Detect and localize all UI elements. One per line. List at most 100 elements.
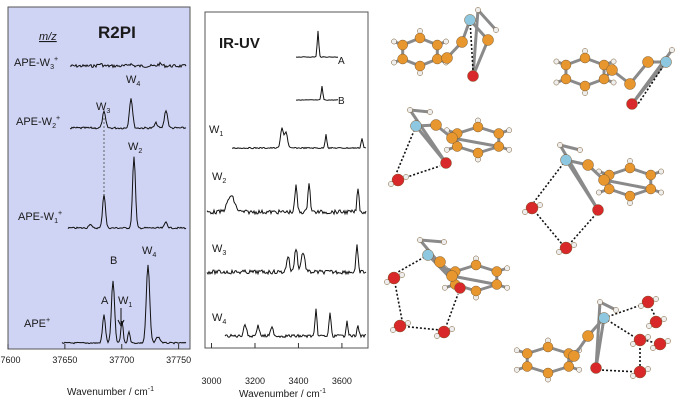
nitrogen-atom [422,249,434,261]
molecule-ape-w5 [513,295,671,383]
bond [476,8,498,32]
h-bond [469,19,474,71]
carbon-atom [624,190,636,202]
r2pi-x-tick-label: 37600 [0,355,21,365]
iruv-x-tick-label: 3600 [332,376,352,386]
carbon-atom [414,60,426,72]
h-bond [565,213,597,249]
water-hydrogen-atom [571,242,577,248]
hydrogen-atom [553,79,560,86]
hydrogen-atom [557,142,563,148]
hydrogen-atom [506,127,513,134]
carbon-atom [446,270,458,282]
h-bond [603,303,645,319]
hydrogen-atom [443,146,450,153]
carbon-atom [397,39,408,51]
oxygen-atom [592,204,604,216]
iruv-x-tick-label: 3400 [288,376,308,386]
r2pi-peak-label: W2 [128,141,142,155]
bond [409,108,431,114]
hydrogen-atom [658,189,665,196]
carbon-atom [606,64,618,76]
water-hydrogen-atom [399,272,405,278]
carbon-atom [521,361,533,372]
carbon-atom [563,361,575,372]
carbon-atom [521,348,533,359]
h-bond [399,325,441,331]
water-oxygen-atom [393,319,407,333]
carbon-atom [493,128,505,139]
carbon-atom [579,80,591,92]
iruv-trace-w3 [206,244,367,276]
iruv-trace-label: W3 [212,243,226,257]
carbon-atom [397,53,408,65]
hydrogen-atom [417,237,423,243]
molecule-ape-w2 [388,107,513,187]
water-oxygen-atom [633,365,647,379]
h-bond [531,207,563,245]
hydrogen-atom [595,189,602,196]
bond [559,143,581,152]
carbon-atom [434,256,446,268]
r2pi-trace-ape-w3 [69,61,187,69]
bond [451,274,498,286]
bond [471,39,490,77]
water-hydrogen-atom [390,327,396,333]
r2pi-trace-label: APE+ [24,316,50,330]
carbon-atom [470,285,482,297]
r2pi-x-tick-label: 37750 [166,355,191,365]
carbon-atom [472,121,484,133]
h-bond [443,293,459,333]
r2pi-trace-ape [61,264,187,345]
water-hydrogen-atom [638,303,644,309]
molecular-structures [384,7,675,383]
nitrogen-atom [464,14,476,26]
water-oxygen-atom [525,201,539,215]
nitrogen-atom [410,120,422,132]
water-oxygen-atom [653,337,667,351]
bond [408,109,448,164]
carbon-atom [456,36,468,48]
iruv-frame [204,11,369,349]
h-bond [643,339,661,345]
bond [451,136,500,148]
water-oxygen-atom [649,315,663,329]
water-hydrogen-atom [630,373,636,379]
hydrogen-atom [493,27,499,33]
hydrogen-atom [553,58,560,65]
hydrogen-atom [597,299,603,305]
carbon-atom [432,53,443,65]
molecule-ape-w1 [553,47,675,110]
water-hydrogen-atom [434,333,440,339]
carbon-atom [430,119,442,131]
hydrogen-atom [504,284,511,291]
hydrogen-atom [441,284,448,291]
iruv-trace-label: W2 [212,171,226,185]
carbon-atom [441,52,453,64]
iruv-x-axis: 3000 3200 3400 3600 [202,343,352,386]
nitrogen-atom [598,312,610,324]
carbon-atom [560,59,572,71]
r2pi-trace-ape-w2 [69,98,187,130]
r2pi-x-tick-label: 37650 [52,355,77,365]
r2pi-traces [61,61,187,345]
r2pi-x-tick-label: 37700 [109,355,134,365]
water-hydrogen-atom [556,249,562,255]
carbon-atom [491,266,503,277]
iruv-inset-label: A [338,56,345,67]
hydrogen-atom [407,107,413,113]
water-oxygen-atom [633,333,647,347]
hydrogen-atom [504,265,511,272]
oxygen-atom [467,70,479,82]
r2pi-peak-label: W3 [96,101,110,115]
r2pi-peak-label: A [101,295,109,307]
hydrogen-atom [577,147,583,153]
h-bond [637,61,667,105]
hydrogen-atom [443,38,449,45]
iruv-trace-label: W4 [212,312,226,326]
carbon-atom [542,367,554,379]
water-hydrogen-atom [653,296,659,302]
iruv-traces [206,127,367,339]
r2pi-peak-labels: W3 W4 W2 B A W1 W4 [96,74,156,328]
water-oxygen-atom [391,173,405,187]
